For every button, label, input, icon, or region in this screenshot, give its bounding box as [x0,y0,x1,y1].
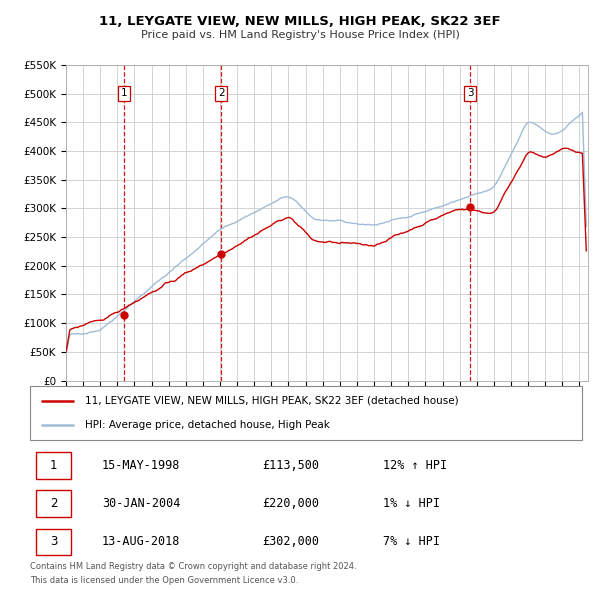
Text: Price paid vs. HM Land Registry's House Price Index (HPI): Price paid vs. HM Land Registry's House … [140,30,460,40]
Text: Contains HM Land Registry data © Crown copyright and database right 2024.: Contains HM Land Registry data © Crown c… [30,562,356,571]
Text: 2: 2 [218,88,225,99]
Text: HPI: Average price, detached house, High Peak: HPI: Average price, detached house, High… [85,420,330,430]
Text: £220,000: £220,000 [262,497,319,510]
Text: 13-AUG-2018: 13-AUG-2018 [102,535,180,548]
Text: 11, LEYGATE VIEW, NEW MILLS, HIGH PEAK, SK22 3EF: 11, LEYGATE VIEW, NEW MILLS, HIGH PEAK, … [99,15,501,28]
Text: 15-MAY-1998: 15-MAY-1998 [102,459,180,472]
Text: 11, LEYGATE VIEW, NEW MILLS, HIGH PEAK, SK22 3EF (detached house): 11, LEYGATE VIEW, NEW MILLS, HIGH PEAK, … [85,396,459,406]
Text: 3: 3 [50,535,57,548]
FancyBboxPatch shape [35,453,71,479]
Text: 2: 2 [50,497,57,510]
Text: 7% ↓ HPI: 7% ↓ HPI [383,535,440,548]
Text: 30-JAN-2004: 30-JAN-2004 [102,497,180,510]
Text: £113,500: £113,500 [262,459,319,472]
FancyBboxPatch shape [35,529,71,555]
Text: 1: 1 [50,459,57,472]
Text: £302,000: £302,000 [262,535,319,548]
Text: 1% ↓ HPI: 1% ↓ HPI [383,497,440,510]
Text: 1: 1 [121,88,127,99]
FancyBboxPatch shape [35,490,71,517]
Text: 12% ↑ HPI: 12% ↑ HPI [383,459,448,472]
Text: This data is licensed under the Open Government Licence v3.0.: This data is licensed under the Open Gov… [30,576,298,585]
Text: 3: 3 [467,88,473,99]
